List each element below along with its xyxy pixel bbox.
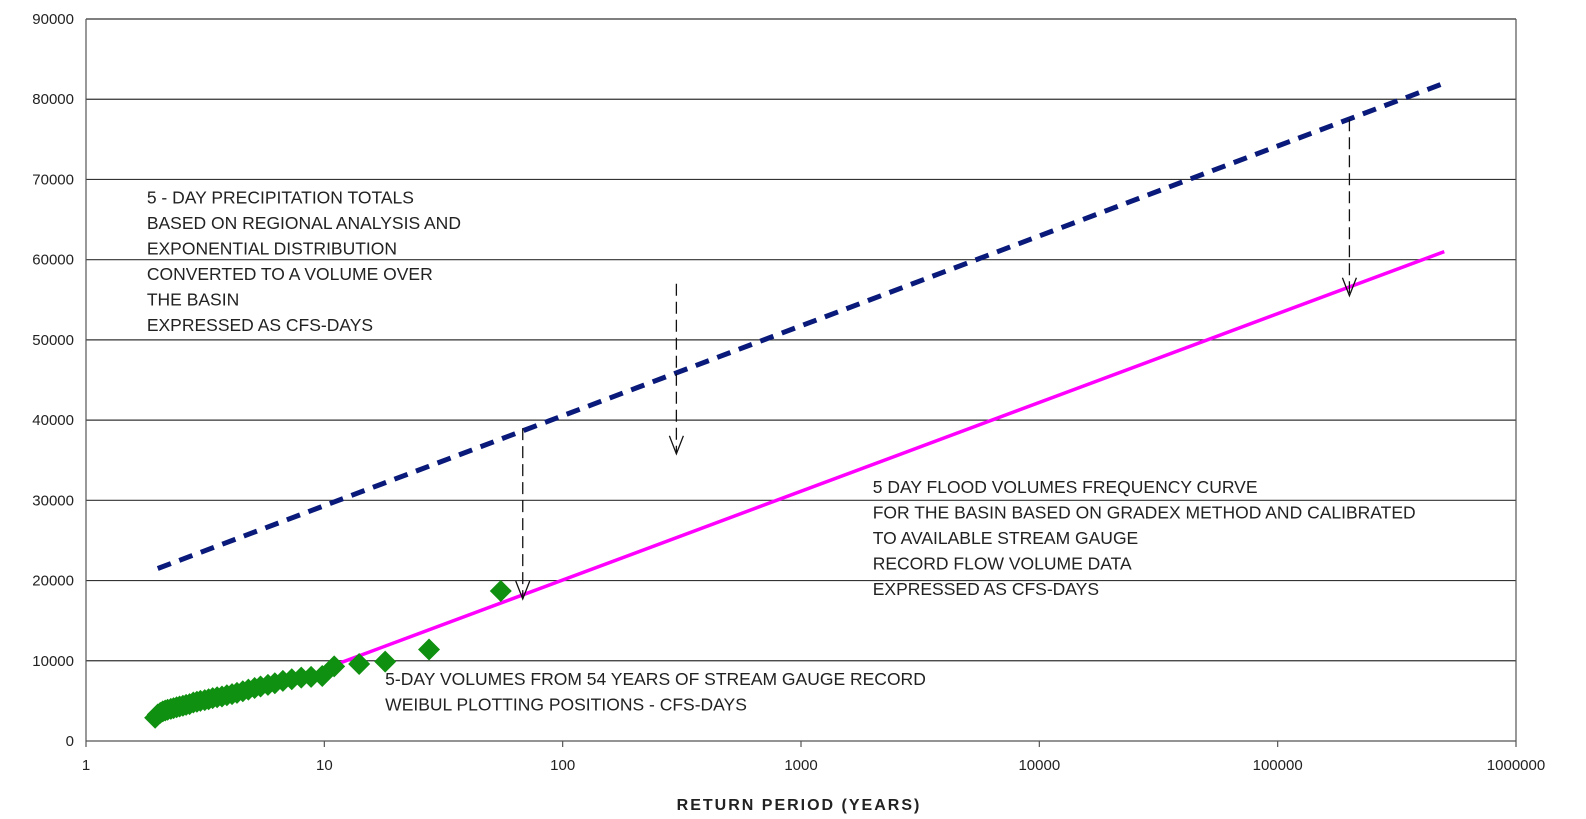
annotation-line: BASED ON REGIONAL ANALYSIS AND [147, 213, 461, 233]
y-tick-label: 40000 [32, 412, 74, 429]
y-tick-label: 80000 [32, 91, 74, 108]
observed-volume-point [418, 638, 441, 661]
y-tick-label: 60000 [32, 252, 74, 269]
flood-frequency-curve [323, 250, 1445, 671]
annotation-line: THE BASIN [147, 290, 239, 310]
arrow-head [515, 580, 531, 601]
annotations-group: 5 - DAY PRECIPITATION TOTALS BASED ON REG… [147, 188, 1416, 715]
x-axis-label: RETURN PERIOD (YEARS) [677, 797, 922, 814]
x-tick-label: 10000 [1018, 757, 1060, 774]
annotation-line: FOR THE BASIN BASED ON GRADEX METHOD AND… [873, 503, 1416, 523]
y-tick-label: 70000 [32, 171, 74, 188]
y-tick-label: 20000 [32, 573, 74, 590]
observed-volume-point [323, 655, 346, 678]
x-tick-label: 10 [316, 757, 333, 774]
grid-lines [85, 18, 1517, 747]
annotation-line: EXPRESSED AS CFS-DAYS [147, 315, 373, 335]
y-tick-label: 50000 [32, 332, 74, 349]
annotation-line: EXPRESSED AS CFS-DAYS [873, 579, 1099, 599]
y-tick-label: 90000 [32, 11, 74, 28]
observed-volume-point [348, 652, 371, 675]
observed-volume-point [489, 579, 512, 602]
x-tick-label: 1000000 [1487, 757, 1545, 774]
x-tick-labels: 1 10 100 1000 10000 100000 1000000 [82, 757, 1545, 774]
annotation-line: CONVERTED TO A VOLUME OVER [147, 264, 433, 284]
x-tick-label: 100 [550, 757, 575, 774]
arrow-head [668, 435, 684, 456]
series-group [144, 80, 1446, 729]
arrows-group [515, 119, 1358, 601]
arrow-head [1341, 277, 1358, 298]
annotation-line: 5 DAY FLOOD VOLUMES FREQUENCY CURVE [873, 477, 1258, 497]
observed-volume-point [374, 650, 397, 673]
x-tick-label: 1000 [784, 757, 817, 774]
y-tick-label: 10000 [32, 653, 74, 670]
annotation-line: WEIBUL PLOTTING POSITIONS - CFS-DAYS [385, 694, 747, 714]
y-tick-label: 0 [66, 733, 74, 750]
x-tick-label: 1 [82, 757, 90, 774]
y-tick-labels: 0 10000 20000 30000 40000 50000 60000 70000 8000… [32, 11, 74, 750]
annotation-line: TO AVAILABLE STREAM GAUGE [873, 528, 1139, 548]
annotation-line: 5-DAY VOLUMES FROM 54 YEARS OF STREAM GA… [385, 669, 926, 689]
y-tick-label: 30000 [32, 492, 74, 509]
x-tick-label: 100000 [1253, 757, 1303, 774]
annotation-line: RECORD FLOW VOLUME DATA [873, 554, 1132, 574]
annotation-line: EXPONENTIAL DISTRIBUTION [147, 239, 397, 259]
annotation-line: 5 - DAY PRECIPITATION TOTALS [147, 188, 414, 208]
